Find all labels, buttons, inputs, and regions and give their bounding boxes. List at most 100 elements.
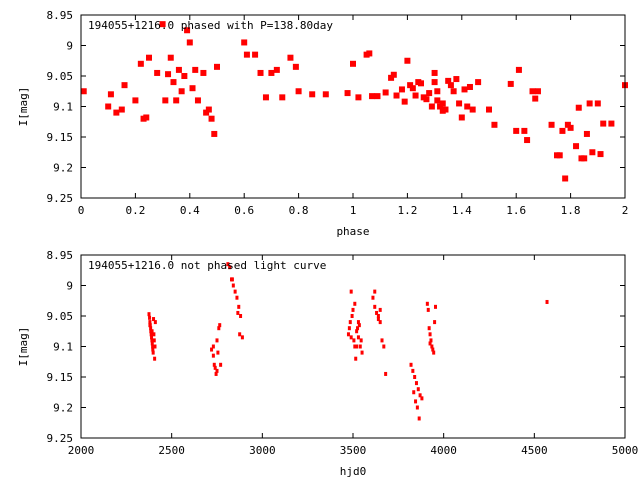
unphased-data-point [230,277,234,282]
phased-data-point [292,63,299,70]
unphased-data-point [417,416,421,421]
phased-data-point [548,121,555,128]
unphased-data-point [380,338,384,343]
unphased-data-point [218,323,222,328]
phased-light-curve-panel: 0 0.2 0.4 0.6 0.8 1 1.2 1.4 1.6 1.8 2 8.95 9 9.05 9.1 9… [17,9,628,238]
unphased-data-point [152,338,156,343]
unphased-data-point [352,338,356,343]
unphased-data-point [150,338,154,343]
phased-data-point [428,103,435,110]
phased-data-point [447,82,454,89]
phased-data-point [137,60,144,67]
phased-data-point [491,121,498,128]
unphased-data-point [236,310,240,315]
phased-x-tick-label: 1.8 [561,204,581,217]
phased-data-point [581,155,588,162]
phased-data-point [390,71,397,78]
unphased-y-tick-label: 9.05 [47,310,74,323]
phased-data-point [262,94,269,101]
phased-data-point [214,63,220,70]
phased-data-point [586,100,593,107]
unphased-x-tick-label: 2500 [158,444,185,457]
phased-data-point [322,91,329,98]
phased-data-point [461,86,468,93]
phased-data-point [369,93,376,100]
phased-data-point [513,127,520,134]
unphased-data-point [219,362,223,367]
unphased-data-point [426,307,430,312]
unphased-data-point [238,332,242,337]
unphased-data-point [215,338,219,343]
phased-data-point [165,71,172,78]
phased-data-point [464,103,471,110]
phased-data-point [556,152,563,159]
phased-data-point [200,69,207,76]
phased-data-point [279,94,286,101]
phased-data-point [445,77,452,84]
unphased-data-point [228,265,232,270]
unphased-data-point [356,320,360,325]
unphased-data-point [545,299,549,304]
phased-data-point [466,83,473,90]
phased-data-point [573,143,580,150]
unphased-data-point [350,314,354,318]
unphased-data-point [148,315,152,320]
phased-y-tick-label: 9.2 [53,162,73,175]
unphased-data-point [376,317,380,322]
phased-data-point [515,66,522,73]
unphased-data-point [151,347,155,352]
unphased-y-axis-label: I[mag] [17,327,30,367]
unphased-data-point [353,301,357,306]
unphased-x-tick-label: 4500 [521,444,548,457]
unphased-data-point [415,405,419,410]
phased-data-point [374,93,381,100]
unphased-data-point [349,335,353,340]
phased-y-tick-label: 9.15 [47,131,74,144]
phased-data-point [608,120,615,127]
unphased-data-point [150,335,154,340]
phased-y-tick-label: 9.1 [53,101,73,114]
phased-data-point [589,149,596,156]
phased-data-point [529,88,536,95]
phased-data-point [366,50,373,57]
phased-data-point [401,98,408,105]
unphased-data-point [428,341,432,346]
unphased-data-point [431,347,435,352]
unphased-data-point [237,304,241,309]
phased-data-point [344,90,351,97]
unphased-data-point [153,320,157,325]
unphased-data-point [418,393,422,398]
unphased-data-point [346,332,350,337]
phased-data-point [105,103,112,110]
phased-data-point [426,90,433,97]
phased-plot-frame [80,14,626,199]
phased-x-tick-label: 0 [78,204,85,217]
unphased-data-point [429,338,433,343]
phased-data-point [355,94,362,101]
phased-x-tick-label: 1 [350,204,357,217]
phased-data-point [600,120,607,127]
phased-data-point [175,66,182,73]
unphased-data-point [378,307,382,312]
unphased-data-point [153,356,157,361]
phased-data-point [252,51,259,58]
unphased-data-point [382,344,386,349]
phased-data-point [287,54,294,61]
unphased-data-point [433,320,437,325]
unphased-data-point [213,365,217,370]
unphased-data-point [356,326,360,331]
phased-data-point [80,88,87,95]
phased-data-point [439,100,446,107]
phased-data-point [181,73,188,79]
phased-data-point [469,106,476,113]
phased-data-point [203,109,210,116]
unphased-data-point [349,289,353,294]
phased-data-point [121,82,128,89]
unphased-data-point [235,295,239,300]
unphased-data-point [212,362,216,367]
unphased-data-point [414,399,418,404]
unphased-data-point [411,368,415,373]
unphased-data-point [217,326,221,331]
phased-data-point [184,27,191,34]
